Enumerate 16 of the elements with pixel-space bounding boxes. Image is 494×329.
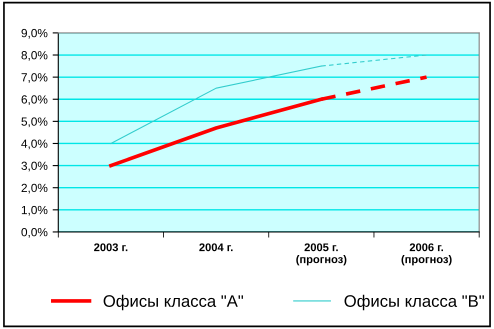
x-tick-label: 2003 г. [94,243,128,252]
y-tick-label: 2,0% [22,184,48,194]
y-tick-label: 0,0% [21,228,48,238]
y-tick-label: 1,0% [22,206,48,216]
y-tick-label: 5,0% [21,117,48,128]
y-tick-label: 9,0% [22,28,48,39]
y-tick-label: 3,0% [21,162,48,172]
y-tick-label: 6,0% [22,95,48,106]
legend-label: Офисы класса "B" [344,294,484,310]
x-tick-label: 2004 г. [199,243,233,252]
legend-label: Офисы класса "A" [104,294,244,310]
y-tick-label: 7,0% [22,73,48,83]
y-tick-label: 8,0% [21,51,48,61]
y-tick-label: 4,0% [21,140,48,150]
x-tick-label: 2006 г. (прогноз) [402,243,452,266]
x-tick-label: 2005 г. (прогноз) [296,243,346,266]
